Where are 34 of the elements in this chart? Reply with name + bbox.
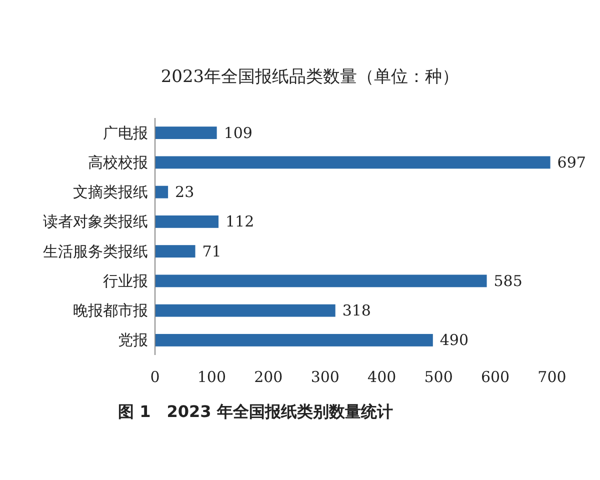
- data-label: 23: [175, 183, 194, 202]
- bar: [155, 126, 217, 140]
- y-tick-label: 行业报: [103, 272, 148, 290]
- y-tick-label: 高校校报: [88, 153, 148, 172]
- x-tick-label: 0: [150, 368, 160, 386]
- bar: [155, 274, 487, 288]
- x-tick-label: 400: [368, 368, 396, 386]
- bar: [155, 304, 336, 317]
- bar: [155, 156, 550, 169]
- bar: [155, 186, 168, 198]
- x-tick-label: 500: [424, 368, 453, 386]
- y-tick-label: 生活服务类报纸: [43, 242, 148, 260]
- data-label: 585: [494, 272, 522, 290]
- y-tick-label: 文摘类报纸: [73, 183, 148, 202]
- data-label: 490: [440, 331, 469, 350]
- data-label: 697: [557, 153, 586, 172]
- data-label: 112: [226, 212, 254, 231]
- bar: [155, 245, 196, 258]
- data-label: 109: [224, 124, 252, 142]
- y-tick-label: 读者对象类报纸: [43, 212, 148, 231]
- bar: [155, 334, 433, 346]
- y-tick-label: 党报: [118, 331, 148, 350]
- y-tick-label: 晚报都市报: [73, 302, 148, 320]
- x-tick-label: 600: [480, 368, 510, 386]
- x-tick-label: 300: [310, 368, 340, 386]
- y-tick-label: 广电报: [103, 124, 148, 142]
- x-tick-label: 100: [197, 368, 226, 386]
- x-tick-label: 200: [254, 368, 283, 386]
- data-label: 71: [202, 242, 222, 260]
- chart-title: 2023年全国报纸品类数量（单位：种）: [160, 67, 460, 87]
- caption: 图 1 2023 年全国报纸类别数量统计: [118, 402, 393, 421]
- data-label: 318: [342, 302, 371, 320]
- bar: [155, 215, 219, 228]
- x-tick-label: 700: [538, 368, 566, 386]
